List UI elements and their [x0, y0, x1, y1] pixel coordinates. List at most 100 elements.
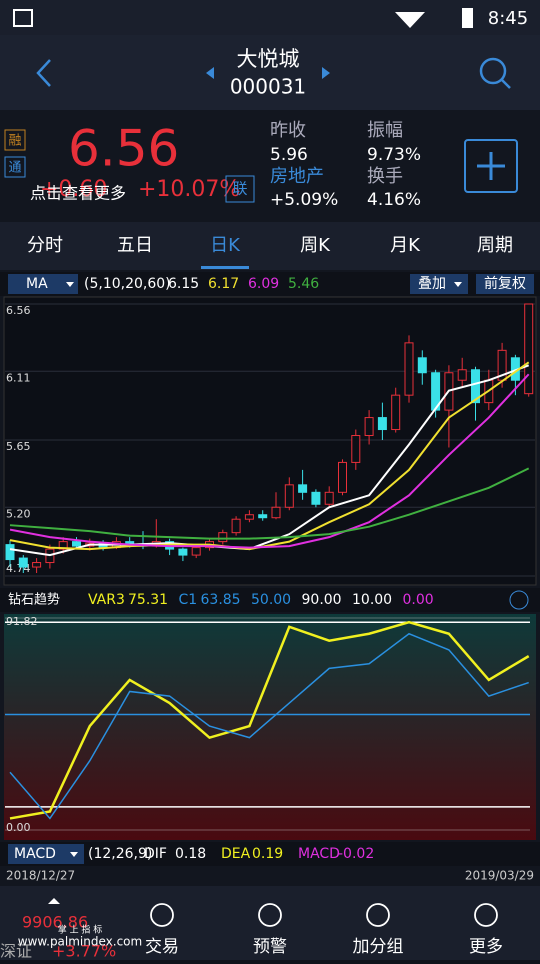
- macd-item: DIF: [144, 846, 167, 862]
- candle-body: [457, 369, 467, 381]
- candle-body: [18, 557, 28, 568]
- candle-body: [244, 514, 254, 520]
- dropdown-arrow: [66, 282, 74, 287]
- tab[interactable]: 分时: [27, 235, 63, 256]
- indicator-name[interactable]: 钻石趋势: [8, 592, 60, 608]
- nav-tab[interactable]: 交易: [145, 937, 179, 957]
- indicator-bar: [0, 588, 540, 612]
- macd-select[interactable]: [8, 844, 84, 864]
- price: 6.56: [68, 120, 179, 178]
- clock: 8:45: [488, 8, 528, 29]
- tab[interactable]: 日K: [210, 235, 241, 256]
- indicator-chart: [4, 614, 536, 840]
- change-pct: +10.07%: [138, 177, 240, 202]
- dropdown-arrow: [454, 282, 462, 287]
- logo: 掌 上 指 标: [58, 924, 103, 936]
- stock-name: 大悦城: [237, 47, 300, 71]
- candle-body: [191, 547, 201, 556]
- macd-params: (12,26,9): [88, 846, 152, 862]
- nav-bar: [0, 886, 540, 960]
- stat-value: +5.09%: [270, 190, 338, 210]
- ma-params: (5,10,20,60): [84, 276, 171, 292]
- legend-value: 10.00: [352, 592, 392, 608]
- plus-icon: [477, 152, 505, 180]
- badge: [4, 156, 26, 178]
- overlay-button[interactable]: [410, 274, 468, 294]
- ma-value: 6.09: [248, 276, 279, 292]
- y-tick-label: 5.65: [6, 440, 31, 453]
- candle-body: [377, 417, 387, 431]
- candle-body: [178, 548, 188, 556]
- candle-body: [471, 369, 480, 404]
- badge: [4, 129, 26, 151]
- legend-value: 63.85: [201, 592, 241, 608]
- legend-name: C1: [179, 592, 198, 608]
- legend-value: 90.00: [302, 592, 342, 608]
- battery-icon: [462, 8, 473, 28]
- y-tick-label: 6.56: [6, 304, 31, 317]
- indicator-settings[interactable]: [509, 590, 529, 610]
- tag-box[interactable]: [225, 175, 255, 203]
- stat-label: 房地产: [270, 166, 324, 187]
- ma-line: [9, 361, 530, 551]
- tab-underline: [201, 266, 249, 269]
- candle-body: [417, 357, 427, 374]
- header: [0, 35, 540, 110]
- end-date: 2019/03/29: [465, 869, 534, 883]
- candle-body: [271, 506, 281, 519]
- candle-body: [391, 394, 401, 431]
- ma-value: 5.46: [288, 276, 319, 292]
- y-tick-label: 6.11: [6, 371, 31, 384]
- y-tick-label: 5.20: [6, 507, 31, 520]
- candle-body: [284, 484, 294, 508]
- tab[interactable]: 五日: [117, 235, 153, 256]
- stat-label: 换手: [367, 166, 403, 187]
- status-bar: [0, 0, 540, 35]
- adjust-button[interactable]: [476, 274, 534, 294]
- search-handle: [501, 79, 511, 89]
- nav-icon: [150, 903, 174, 927]
- tab-bar: [0, 222, 540, 270]
- nav-tab[interactable]: 预警: [253, 937, 287, 957]
- add-button[interactable]: [464, 139, 518, 193]
- nav-icon: [474, 903, 498, 927]
- expand-arrow[interactable]: [48, 898, 60, 904]
- back-button[interactable]: [36, 59, 51, 87]
- candle-body: [218, 532, 228, 543]
- button-label: 叠加: [418, 276, 446, 292]
- candle-body: [311, 491, 321, 505]
- tab[interactable]: 月K: [390, 235, 421, 256]
- nav-tab[interactable]: 更多: [469, 937, 503, 957]
- badge-text: 融: [8, 134, 21, 149]
- ma-label: MA: [26, 276, 48, 292]
- macd-item: DEA: [221, 846, 251, 862]
- ma-line: [9, 364, 530, 557]
- stock-code: 000031: [230, 75, 306, 99]
- button-label: 前复权: [484, 275, 526, 292]
- candle-body: [351, 435, 361, 463]
- index-pct: +3.77%: [52, 942, 116, 961]
- stat-label: 昨收: [270, 120, 306, 141]
- index-value: 9906.86: [22, 913, 88, 932]
- stat-value: 9.73%: [367, 145, 421, 165]
- candle-body: [32, 562, 42, 568]
- candle-body: [364, 417, 374, 437]
- overlay-hint[interactable]: 点击查看更多: [30, 184, 126, 203]
- candle-body: [404, 342, 414, 396]
- legend-value: 50.00: [251, 592, 291, 608]
- nav-tab[interactable]: 加分组: [353, 937, 404, 957]
- nav-icon: [258, 903, 282, 927]
- candle-body: [324, 491, 334, 505]
- macd-bar: [0, 842, 540, 866]
- search-button[interactable]: [479, 57, 507, 85]
- macd-item: 0.19: [252, 846, 283, 862]
- ma-select[interactable]: [8, 274, 78, 294]
- legend-name: VAR3: [88, 592, 125, 608]
- tab[interactable]: 周期: [477, 235, 513, 256]
- wifi-icon: [395, 12, 425, 28]
- badge-text: 通: [8, 161, 21, 176]
- ma-value: 6.17: [208, 276, 239, 292]
- tag: 联: [232, 180, 247, 198]
- tab[interactable]: 周K: [300, 235, 331, 256]
- stat-value: 5.96: [270, 145, 308, 165]
